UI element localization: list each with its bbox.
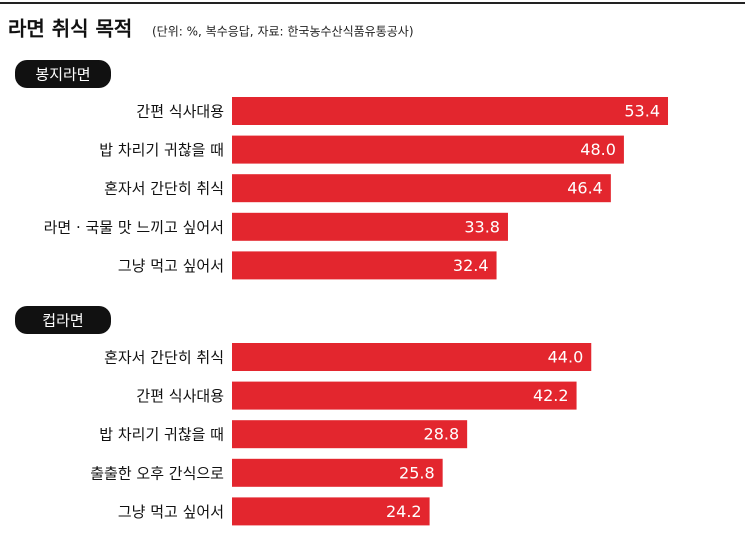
value-label: 48.0 [580, 140, 616, 159]
bar [232, 174, 611, 203]
category-label: 밥 차리기 귀찮을 때 [99, 426, 224, 444]
category-label: 라면 · 국물 맛 느끼고 싶어서 [44, 218, 224, 236]
value-label: 53.4 [624, 102, 660, 121]
category-label: 혼자서 간단히 취식 [104, 180, 224, 198]
value-label: 24.2 [386, 502, 422, 521]
chart-subtitle: (단위: %, 복수응답, 자료: 한국농수산식품유통공사) [152, 25, 414, 39]
group-label-bg [15, 306, 111, 334]
group-label-bg [15, 60, 111, 88]
bar [232, 497, 430, 526]
chart-title: 라면 취식 목적 [8, 17, 132, 41]
value-label: 33.8 [464, 217, 500, 236]
value-label: 25.8 [399, 463, 435, 482]
bar [232, 97, 669, 125]
group-label: 컵라면 [42, 312, 83, 330]
category-label: 그냥 먹고 싶어서 [118, 257, 224, 275]
category-label: 혼자서 간단히 취식 [104, 349, 224, 367]
category-label: 출출한 오후 간식으로 [90, 464, 224, 482]
value-label: 32.4 [453, 256, 489, 275]
bar [232, 420, 468, 449]
bar [232, 458, 443, 487]
bar [232, 381, 577, 410]
value-label: 44.0 [548, 348, 584, 367]
category-label: 밥 차리기 귀찮을 때 [99, 141, 224, 159]
value-label: 42.2 [533, 386, 569, 405]
category-label: 간편 식사대용 [136, 103, 224, 121]
value-label: 28.8 [424, 425, 460, 444]
group-label: 봉지라면 [35, 66, 90, 84]
bar [232, 343, 592, 371]
category-label: 간편 식사대용 [136, 387, 224, 405]
bar [232, 251, 497, 280]
bar [232, 135, 624, 164]
category-label: 그냥 먹고 싶어서 [118, 503, 224, 521]
bar [232, 212, 508, 241]
value-label: 46.4 [567, 179, 603, 198]
